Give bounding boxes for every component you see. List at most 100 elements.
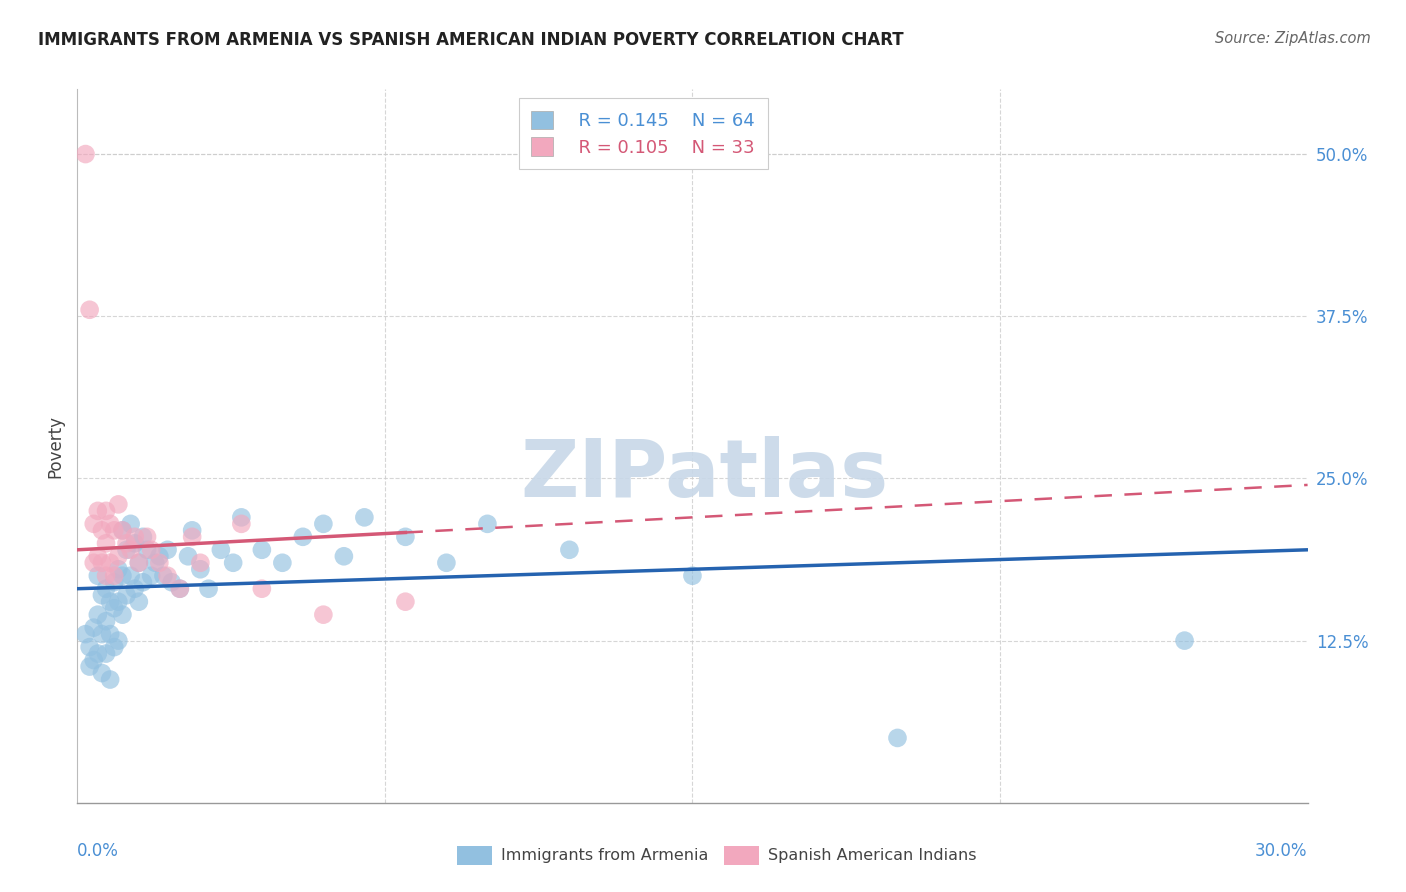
Point	[128, 556, 150, 570]
Point	[83, 556, 105, 570]
Point	[98, 627, 121, 641]
Point	[87, 549, 110, 564]
Point	[103, 575, 125, 590]
Point	[333, 549, 356, 564]
Point	[103, 524, 125, 538]
Point	[231, 516, 253, 531]
Point	[94, 614, 117, 628]
Point	[1174, 633, 1197, 648]
Text: 30.0%: 30.0%	[1256, 842, 1308, 860]
Text: ZIPatlas: ZIPatlas	[520, 435, 889, 514]
Point	[94, 568, 117, 582]
Point	[98, 516, 121, 531]
Point	[115, 542, 138, 557]
Point	[94, 647, 117, 661]
Point	[250, 582, 273, 596]
Point	[128, 595, 150, 609]
Point	[103, 640, 125, 654]
Point	[124, 530, 146, 544]
Point	[128, 556, 150, 570]
Text: Spanish American Indians: Spanish American Indians	[768, 848, 976, 863]
Point	[111, 568, 134, 582]
Point	[83, 516, 105, 531]
Point	[107, 549, 129, 564]
Point	[132, 575, 155, 590]
Point	[141, 542, 163, 557]
Point	[79, 640, 101, 654]
Point	[222, 556, 245, 570]
Point	[124, 536, 146, 550]
Point	[90, 666, 114, 681]
Point	[312, 516, 335, 531]
Point	[103, 601, 125, 615]
Legend:   R = 0.145    N = 64,   R = 0.105    N = 33: R = 0.145 N = 64, R = 0.105 N = 33	[519, 98, 768, 169]
Point	[87, 647, 110, 661]
Point	[98, 595, 121, 609]
Point	[394, 530, 416, 544]
Point	[152, 568, 174, 582]
Point	[107, 633, 129, 648]
Point	[177, 549, 200, 564]
Point	[156, 542, 179, 557]
Point	[148, 556, 170, 570]
Point	[169, 582, 191, 596]
Point	[231, 510, 253, 524]
Point	[75, 147, 97, 161]
Point	[98, 556, 121, 570]
Point	[79, 659, 101, 673]
Point	[271, 556, 294, 570]
Text: Source: ZipAtlas.com: Source: ZipAtlas.com	[1215, 31, 1371, 46]
Point	[94, 582, 117, 596]
Point	[156, 568, 179, 582]
Point	[136, 530, 159, 544]
Point	[353, 510, 375, 524]
Point	[90, 524, 114, 538]
Point	[115, 588, 138, 602]
Point	[111, 524, 134, 538]
Point	[120, 542, 142, 557]
Point	[94, 504, 117, 518]
Point	[87, 504, 110, 518]
Point	[111, 607, 134, 622]
Point	[436, 556, 458, 570]
Point	[160, 575, 183, 590]
Point	[558, 542, 581, 557]
Point	[181, 524, 204, 538]
Point	[83, 653, 105, 667]
Point	[143, 556, 166, 570]
Point	[312, 607, 335, 622]
Point	[188, 556, 212, 570]
Point	[136, 542, 159, 557]
Point	[87, 607, 110, 622]
Point	[111, 524, 134, 538]
Text: IMMIGRANTS FROM ARMENIA VS SPANISH AMERICAN INDIAN POVERTY CORRELATION CHART: IMMIGRANTS FROM ARMENIA VS SPANISH AMERI…	[38, 31, 904, 49]
Point	[188, 562, 212, 576]
Point	[169, 582, 191, 596]
Point	[87, 568, 110, 582]
Point	[477, 516, 499, 531]
Point	[103, 568, 125, 582]
Point	[90, 627, 114, 641]
Point	[141, 568, 163, 582]
Point	[90, 556, 114, 570]
Point	[148, 549, 170, 564]
Point	[209, 542, 232, 557]
Point	[115, 536, 138, 550]
Point	[94, 536, 117, 550]
Text: 0.0%: 0.0%	[77, 842, 120, 860]
Point	[98, 673, 121, 687]
Point	[107, 497, 129, 511]
Point	[107, 595, 129, 609]
Point	[90, 588, 114, 602]
Point	[394, 595, 416, 609]
Text: Immigrants from Armenia: Immigrants from Armenia	[501, 848, 707, 863]
Point	[124, 582, 146, 596]
Y-axis label: Poverty: Poverty	[46, 415, 65, 477]
Point	[886, 731, 908, 745]
Point	[120, 516, 142, 531]
Point	[120, 568, 142, 582]
Point	[181, 530, 204, 544]
Point	[250, 542, 273, 557]
Point	[75, 627, 97, 641]
Point	[132, 530, 155, 544]
